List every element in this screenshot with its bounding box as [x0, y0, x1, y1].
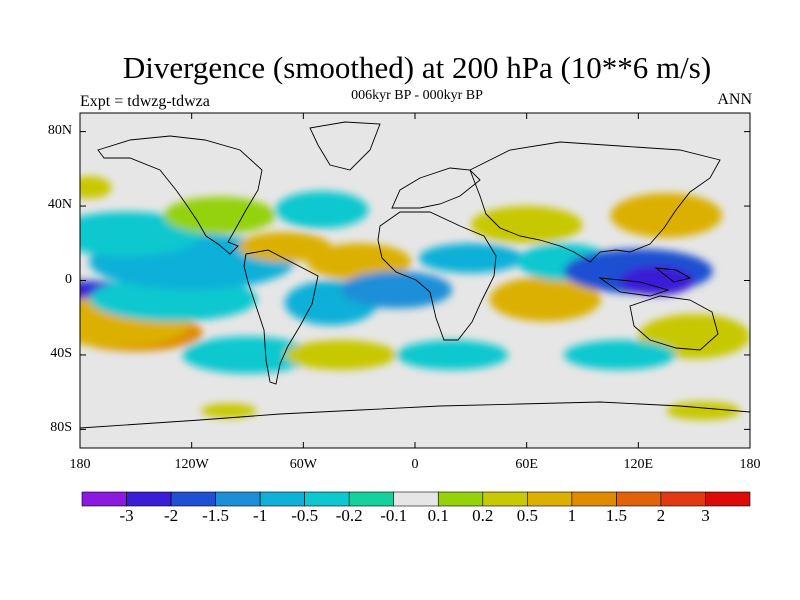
colorbar [81, 491, 751, 507]
season-label: ANN [717, 91, 752, 108]
colorbar-label-8: 0.2 [472, 506, 494, 525]
divergence-region-23 [284, 340, 397, 370]
colorbar-label-11: 1.5 [605, 506, 628, 525]
colorbar-swatch-8 [437, 491, 484, 507]
colorbar-label-1: -2 [163, 506, 179, 525]
lat-label-1: 40N [47, 197, 72, 213]
divergence-region-24 [396, 340, 509, 370]
coastlines [80, 121, 750, 429]
lat-label-2: 0 [65, 271, 72, 287]
colorbar-label-2: -1.5 [202, 506, 230, 525]
colorbar-swatch-4 [259, 491, 305, 507]
lon-label-3: 0 [411, 457, 419, 472]
divergence-region-26 [666, 401, 741, 421]
colorbar-swatch-6 [348, 491, 395, 507]
colorbar-swatch-9 [482, 491, 528, 507]
colorbar-swatch-0 [81, 491, 127, 507]
colorbar-label-0: -3 [119, 506, 134, 525]
lat-label-3: 40S [50, 345, 72, 361]
axis-ticks [79, 113, 751, 448]
colorbar-swatch-1 [126, 491, 172, 507]
divergence-region-25 [80, 176, 112, 199]
colorbar-swatch-2 [170, 491, 216, 507]
colorbar-label-12: 2 [656, 506, 666, 525]
colorbar-swatch-3 [215, 491, 261, 507]
colorbar-label-7: 0.1 [427, 506, 449, 525]
colorbar-swatch-5 [304, 491, 350, 507]
divergence-region-18 [619, 265, 695, 296]
colorbar-label-10: 1 [567, 506, 577, 525]
divergence-region-19 [610, 193, 723, 238]
plot-title: Divergence (smoothed) at 200 hPa (10**6 … [122, 50, 712, 85]
lon-label-5: 120E [623, 457, 654, 472]
colorbar-label-13: 3 [701, 506, 710, 525]
colorbar-label-4: -0.5 [291, 506, 319, 525]
colorbar-swatch-12 [616, 491, 662, 507]
divergence-region-27 [200, 403, 257, 419]
divergence-region-10 [307, 243, 412, 281]
lon-label-0: 180 [69, 457, 91, 472]
divergence-field [80, 176, 750, 421]
lat-label-0: 80N [47, 122, 72, 138]
lat-label-4: 80S [50, 420, 72, 436]
divergence-region-9 [275, 191, 369, 229]
lon-label-1: 120W [174, 457, 209, 472]
divergence-region-13 [418, 243, 523, 274]
divergence-region-8 [238, 232, 332, 262]
colorbar-swatch-13 [660, 491, 706, 507]
divergence-region-12 [340, 271, 453, 309]
lon-label-2: 60W [289, 457, 317, 472]
divergence-region-14 [470, 206, 583, 244]
colorbar-label-9: 0.5 [516, 506, 538, 525]
lon-label-4: 60E [515, 457, 538, 472]
divergence-region-15 [489, 276, 602, 322]
colorbar-label-3: -1 [253, 506, 268, 525]
plot-subtitle: 006kyr BP - 000kyr BP [351, 88, 483, 103]
colorbar-swatch-11 [571, 491, 617, 507]
lon-label-6: 180 [739, 457, 761, 472]
experiment-label: Expt = tdwzg-tdwza [80, 93, 210, 110]
colorbar-swatch-10 [527, 491, 573, 507]
colorbar-swatch-14 [705, 491, 751, 507]
divergence-region-21 [563, 340, 676, 370]
colorbar-label-5: -0.2 [335, 506, 363, 525]
colorbar-label-6: -0.1 [380, 506, 408, 525]
colorbar-swatch-7 [393, 491, 439, 507]
divergence-region-7 [163, 196, 276, 234]
